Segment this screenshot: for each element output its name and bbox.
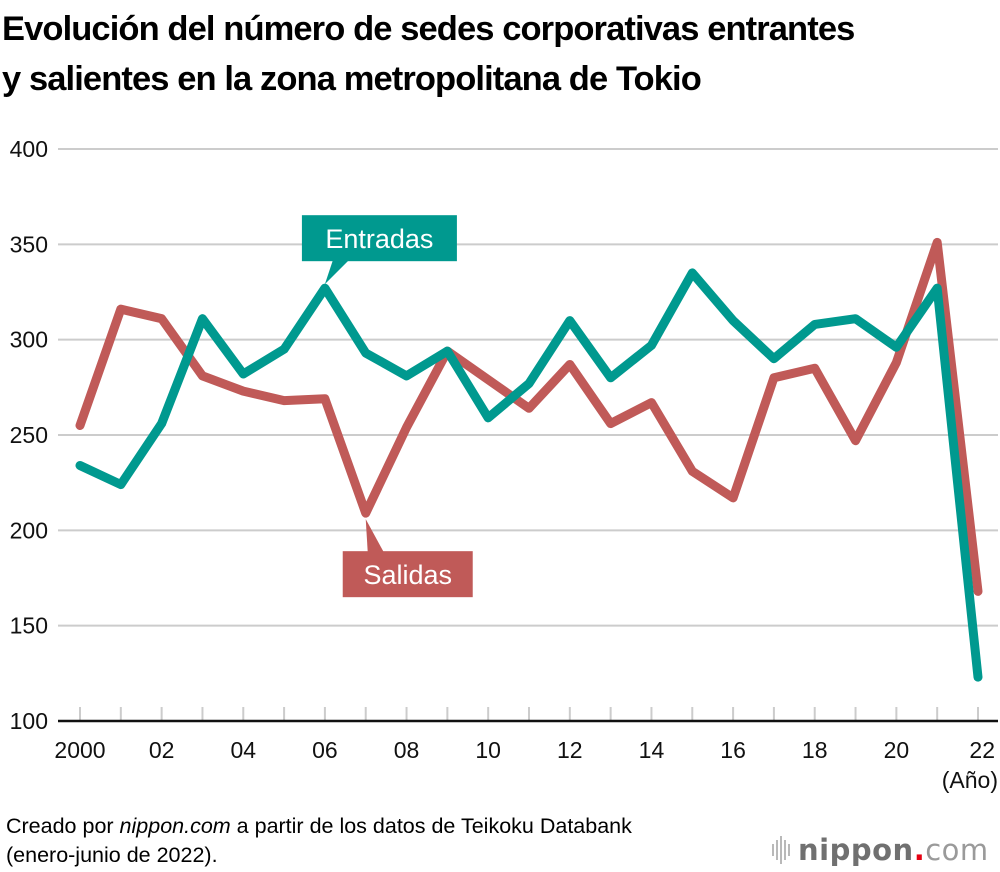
logo-bars-icon xyxy=(772,836,790,864)
series-line-salidas xyxy=(75,237,983,596)
callout-entradas: Entradas xyxy=(301,215,457,285)
callout-salidas: Salidas xyxy=(342,519,473,598)
y-tick-label: 400 xyxy=(10,136,48,162)
callout-pointer xyxy=(324,260,349,285)
callout-box xyxy=(342,551,473,598)
source-prefix: Creado por xyxy=(6,814,120,838)
x-axis xyxy=(58,707,998,723)
x-tick-label: 16 xyxy=(720,737,746,763)
logo-tld: com xyxy=(925,833,989,867)
title-line-1: Evolución del número de sedes corporativ… xyxy=(2,10,855,48)
y-tick-label: 250 xyxy=(10,422,48,448)
logo-word: nippon xyxy=(798,833,914,867)
series-line-entradas xyxy=(75,268,983,682)
x-tick-label: 04 xyxy=(230,737,256,763)
callout-label: Entradas xyxy=(325,224,433,254)
logo-dot: . xyxy=(913,833,926,867)
title-line-2: y salientes en la zona metropolitana de … xyxy=(2,60,702,98)
x-tick-label: 20 xyxy=(884,737,910,763)
series-callouts: Entradas Salidas xyxy=(301,215,473,598)
y-tick-label: 150 xyxy=(10,613,48,639)
x-tick-label: 08 xyxy=(394,737,420,763)
logo-wordmark: nippon.com xyxy=(798,833,989,867)
x-tick-label: 10 xyxy=(475,737,501,763)
y-tick-label: 300 xyxy=(10,327,48,353)
y-tick-label: 200 xyxy=(10,517,48,543)
x-tick-label: 12 xyxy=(557,737,583,763)
x-tick-label: 22 xyxy=(969,737,995,763)
gridlines xyxy=(58,148,998,627)
callout-label: Salidas xyxy=(363,560,452,590)
series-lines xyxy=(75,237,983,682)
callout-pointer xyxy=(365,519,384,553)
source-site: nippon.com xyxy=(119,814,231,838)
y-tick-label: 350 xyxy=(10,231,48,257)
source-note: Creado por nippon.com a partir de los da… xyxy=(6,812,632,870)
nippon-logo: nippon.com xyxy=(772,833,989,867)
y-axis-tick-labels: 100 150 200 250 300 350 400 xyxy=(10,136,48,734)
x-axis-tick-labels: 2000 02 04 06 08 10 12 14 16 18 20 22 xyxy=(54,737,995,763)
source-suffix: a partir de los datos de Teikoku Databan… xyxy=(230,814,632,838)
x-tick-label: 14 xyxy=(639,737,665,763)
source-period: (enero-junio de 2022). xyxy=(6,843,218,867)
chart-title: Evolución del número de sedes corporativ… xyxy=(2,4,1000,104)
x-tick-label: 2000 xyxy=(54,737,105,763)
x-axis-label: (Año) xyxy=(942,767,998,793)
x-tick-label: 06 xyxy=(312,737,338,763)
y-tick-label: 100 xyxy=(10,708,48,734)
callout-box xyxy=(301,215,457,262)
x-tick-label: 18 xyxy=(802,737,828,763)
x-tick-label: 02 xyxy=(149,737,175,763)
